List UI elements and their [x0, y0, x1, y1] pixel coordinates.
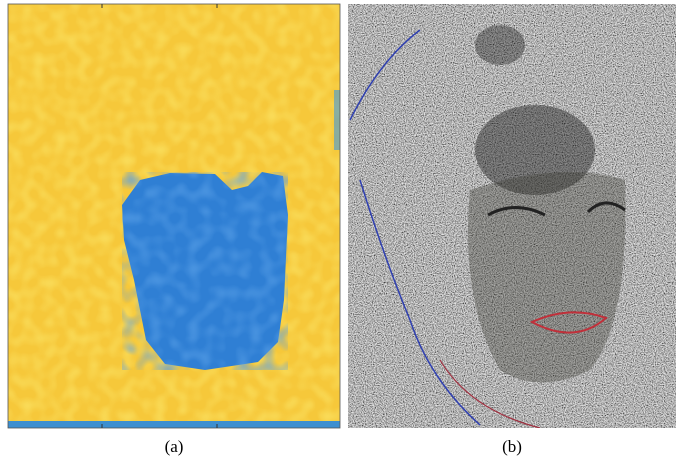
figure: (a) (b) [0, 0, 680, 462]
heatmap-blob-texture [122, 172, 288, 370]
caption: (a) [165, 437, 184, 456]
page: (a) (b) (() => { const data = JSON.parse… [0, 0, 680, 462]
heatmap-edge-strip [334, 90, 340, 150]
caption: (b) [502, 437, 522, 456]
heatmap-bottom-strip [8, 421, 340, 428]
heatmap-panel [8, 4, 340, 428]
edge-panel [348, 4, 676, 428]
dark-region [475, 25, 525, 65]
